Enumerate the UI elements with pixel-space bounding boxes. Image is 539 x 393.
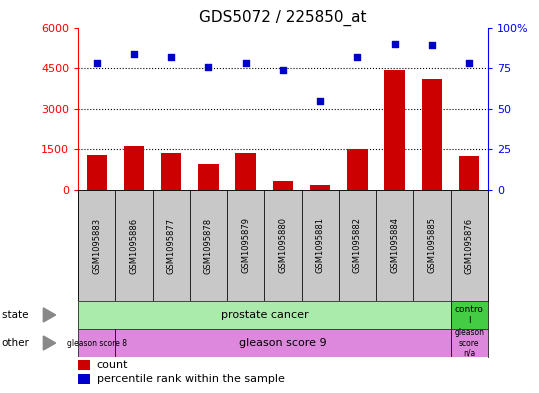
Bar — [115, 329, 451, 357]
Bar — [124, 146, 144, 190]
Bar — [78, 360, 91, 370]
Text: GSM1095885: GSM1095885 — [427, 217, 437, 274]
Text: GSM1095884: GSM1095884 — [390, 217, 399, 274]
Bar — [339, 190, 376, 301]
Text: GSM1095878: GSM1095878 — [204, 217, 213, 274]
Bar — [153, 190, 190, 301]
Bar — [310, 185, 330, 190]
Point — [353, 53, 362, 60]
Text: contro
l: contro l — [455, 305, 483, 325]
Title: GDS5072 / 225850_at: GDS5072 / 225850_at — [199, 10, 367, 26]
Point — [427, 42, 436, 48]
Bar — [273, 181, 293, 190]
Point — [130, 50, 139, 57]
Text: GSM1095879: GSM1095879 — [241, 217, 250, 274]
Point — [390, 40, 399, 47]
Bar — [190, 190, 227, 301]
Bar — [451, 301, 488, 329]
Point — [167, 53, 176, 60]
Bar — [459, 156, 479, 190]
Text: other: other — [1, 338, 29, 348]
Point — [204, 63, 213, 70]
Text: GSM1095880: GSM1095880 — [279, 217, 287, 274]
Point — [465, 60, 473, 66]
Text: GSM1095877: GSM1095877 — [167, 217, 176, 274]
Text: GSM1095881: GSM1095881 — [316, 217, 324, 274]
Bar — [161, 152, 182, 190]
Text: gleason score 8: gleason score 8 — [67, 338, 127, 347]
Bar — [236, 154, 256, 190]
Bar — [78, 190, 115, 301]
Bar — [413, 190, 451, 301]
Bar — [347, 149, 368, 190]
Bar — [78, 374, 91, 384]
Text: percentile rank within the sample: percentile rank within the sample — [96, 374, 285, 384]
Text: GSM1095882: GSM1095882 — [353, 217, 362, 274]
Bar — [451, 329, 488, 357]
Text: GSM1095876: GSM1095876 — [465, 217, 474, 274]
Bar — [384, 70, 405, 190]
Text: gleason score 9: gleason score 9 — [239, 338, 327, 348]
Bar — [78, 329, 115, 357]
Polygon shape — [43, 336, 56, 350]
Bar — [198, 163, 219, 190]
Bar — [302, 190, 339, 301]
Bar — [87, 155, 107, 190]
Text: gleason
score
n/a: gleason score n/a — [454, 328, 484, 358]
Text: GSM1095886: GSM1095886 — [129, 217, 139, 274]
Bar — [376, 190, 413, 301]
Bar — [115, 190, 153, 301]
Point — [279, 67, 287, 73]
Text: disease state: disease state — [0, 310, 29, 320]
Bar — [421, 79, 442, 190]
Text: prostate cancer: prostate cancer — [220, 310, 308, 320]
Bar — [264, 190, 302, 301]
Bar — [227, 190, 264, 301]
Bar — [451, 190, 488, 301]
Text: GSM1095883: GSM1095883 — [92, 217, 101, 274]
Polygon shape — [43, 308, 56, 322]
Point — [316, 97, 324, 104]
Point — [93, 60, 101, 66]
Point — [241, 60, 250, 66]
Text: count: count — [96, 360, 128, 370]
